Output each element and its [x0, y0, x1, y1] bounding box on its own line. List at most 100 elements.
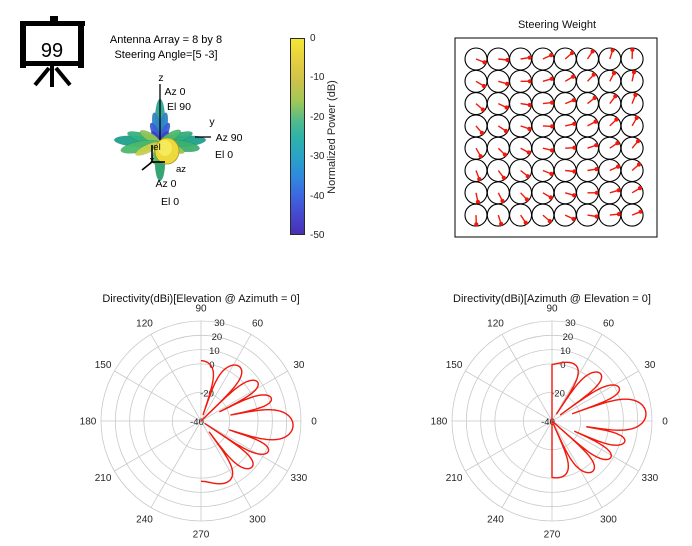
phase-arrow-head: [549, 100, 555, 105]
angle-tick-label: 120: [487, 319, 504, 330]
r-tick-label: -20: [200, 388, 214, 399]
angle-tick-label: 270: [544, 530, 561, 541]
colorbar-tick: -50: [310, 230, 325, 241]
phase-arrow-head: [527, 55, 532, 60]
screen-left-post: [20, 23, 26, 68]
phase-arrow-head: [615, 141, 620, 146]
polar-r-labels: 30 20 10 0 -20 -40: [190, 318, 225, 428]
presentation-screen-icon: 99: [20, 16, 85, 87]
screen-top-bar: [20, 21, 85, 26]
phase-arrow-head: [636, 162, 642, 167]
angle-tick-label: 90: [546, 304, 558, 315]
phase-arrow-head: [594, 190, 599, 195]
angle-tick-label: 150: [95, 360, 112, 371]
angle-tick-label: 240: [487, 514, 504, 525]
r-tick-label: 30: [214, 318, 225, 329]
phase-arrow-head: [549, 76, 554, 81]
angle-tick-label: 0: [662, 417, 668, 428]
colorbar-tick: -20: [310, 111, 325, 123]
phase-arrow-head: [527, 126, 532, 131]
elevation-polar-plot: 0 30 60 90 120 150 180 210 240 270 300 330 30 20 10 0 -2…: [80, 304, 318, 541]
phase-arrow-head: [523, 220, 528, 225]
steering-weight-title: Steering Weight: [517, 19, 597, 31]
radiation-pattern-curve: [551, 361, 647, 479]
phase-arrow-head: [631, 70, 637, 75]
phase-arrow-head: [503, 128, 508, 134]
phase-arrow-head: [549, 148, 554, 153]
array-size-text: Antenna Array = 8 by 8: [109, 34, 223, 46]
phase-arrow-head: [571, 98, 576, 103]
phase-arrow-head: [610, 48, 615, 53]
phase-arrow-head: [526, 150, 531, 155]
y-axis-label: y: [209, 116, 215, 128]
y-el-label: El 0: [215, 149, 233, 161]
r-tick-label: 20: [212, 332, 223, 343]
phase-arrow-head: [524, 197, 529, 202]
element-circle: [620, 203, 644, 227]
angle-tick-label: 150: [446, 360, 463, 371]
z-az-label: Az 0: [164, 86, 185, 98]
steering-weight-grid: [454, 37, 658, 238]
phase-arrow-head: [638, 209, 643, 214]
phase-arrow-head: [549, 171, 554, 176]
angle-tick-label: 30: [293, 360, 305, 371]
phase-arrow-head: [572, 145, 577, 150]
phase-arrow-head: [570, 50, 575, 56]
angle-tick-label: 60: [252, 319, 264, 330]
az-arc-label: az: [176, 164, 186, 175]
array-info: Antenna Array = 8 by 8 Steering Angle=[5…: [98, 33, 234, 63]
phase-arrow-head: [547, 219, 552, 224]
phase-arrow-head: [505, 81, 510, 86]
phase-arrow-head: [502, 152, 507, 157]
colorbar: [290, 38, 305, 235]
angle-tick-label: 30: [644, 360, 656, 371]
colorbar-tick: -10: [310, 72, 325, 84]
angle-tick-label: 240: [136, 514, 153, 525]
angle-tick-label: 0: [311, 417, 317, 428]
phase-arrow-head: [633, 92, 638, 98]
phase-arrow-head: [477, 177, 482, 182]
phase-arrow-head: [527, 79, 532, 84]
phase-arrow-head: [481, 83, 486, 89]
r-tick-label: -40: [190, 417, 204, 428]
phase-arrow-head: [592, 95, 597, 100]
colorbar-tick: -30: [310, 151, 325, 163]
angle-tick-label: 180: [431, 417, 448, 428]
screen-right-leg: [54, 66, 72, 87]
phase-arrow-head: [611, 71, 617, 76]
screen-bottom-bar: [20, 61, 84, 66]
phase-arrow-head: [504, 105, 509, 110]
colorbar-tick: -40: [310, 190, 325, 202]
phase-arrow-head: [571, 74, 576, 79]
phase-arrow-head: [635, 139, 641, 144]
z-el-label: El 90: [167, 101, 191, 113]
x-axis-label: x: [150, 155, 155, 166]
phase-arrow-head: [550, 124, 555, 129]
phase-arrow-head: [479, 130, 484, 135]
r-tick-label: 20: [563, 332, 574, 343]
r-tick-label: 0: [209, 360, 214, 371]
phase-arrow-head: [634, 115, 639, 120]
r-tick-label: 0: [560, 360, 565, 371]
angle-tick-label: 300: [249, 514, 266, 525]
angle-tick-label: 180: [80, 417, 97, 428]
steering-box: [454, 37, 658, 238]
phase-arrow-head: [616, 212, 621, 217]
phase-arrow-head: [630, 47, 635, 52]
phase-arrow-head: [571, 216, 576, 222]
phase-arrow-head: [527, 102, 532, 108]
phasor-elements: [464, 47, 644, 227]
phase-arrow-head: [474, 222, 479, 227]
phase-arrow-head: [572, 121, 577, 126]
phase-arrow-head: [594, 214, 599, 219]
screen-right-post: [78, 23, 84, 68]
phase-arrow-head: [478, 154, 483, 159]
steering-angle-text: Steering Angle=[5 -3]: [114, 49, 218, 61]
screen-knob: [50, 16, 58, 23]
phase-arrow-head: [549, 53, 554, 58]
phase-arrow-head: [500, 198, 505, 204]
el-arc-label: el: [153, 142, 160, 153]
z-axis-label: z: [158, 72, 163, 84]
